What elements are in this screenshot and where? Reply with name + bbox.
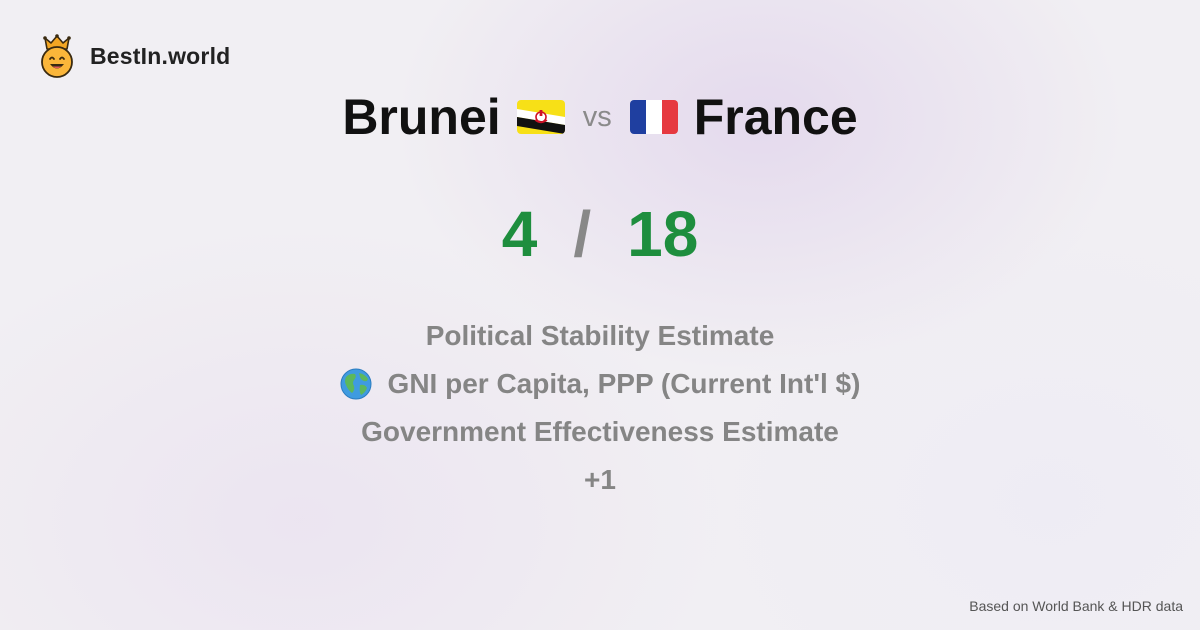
metric-label: Government Effectiveness Estimate	[361, 416, 839, 447]
more-metrics-label: +1	[584, 464, 616, 495]
left-country-name: Brunei	[342, 89, 501, 145]
comparison-title: Brunei vs France	[0, 84, 1200, 150]
score-separator: /	[573, 198, 592, 270]
data-source-note: Based on World Bank & HDR data	[969, 598, 1183, 614]
metric-label: GNI per Capita, PPP (Current Int'l $)	[387, 368, 861, 399]
brunei-flag-icon	[516, 100, 565, 134]
metrics-list: Political Stability Estimate GNI per Cap…	[0, 312, 1200, 504]
right-score: 18	[627, 198, 699, 270]
score: 4 / 18	[0, 196, 1200, 272]
metric-item: Government Effectiveness Estimate	[361, 408, 839, 456]
left-score: 4	[501, 198, 538, 270]
brand[interactable]: BestIn.world	[38, 34, 230, 78]
metric-item: GNI per Capita, PPP (Current Int'l $)	[340, 360, 861, 408]
right-country-name: France	[693, 89, 858, 145]
france-flag-icon	[629, 100, 678, 134]
globe-icon	[340, 368, 372, 400]
metric-item: Political Stability Estimate	[426, 312, 775, 360]
crowned-smiley-icon	[41, 34, 73, 78]
vs-label: vs	[582, 100, 612, 133]
brand-name: BestIn.world	[90, 42, 231, 69]
metric-label: Political Stability Estimate	[425, 320, 775, 351]
more-metrics-count[interactable]: +1	[584, 456, 616, 504]
